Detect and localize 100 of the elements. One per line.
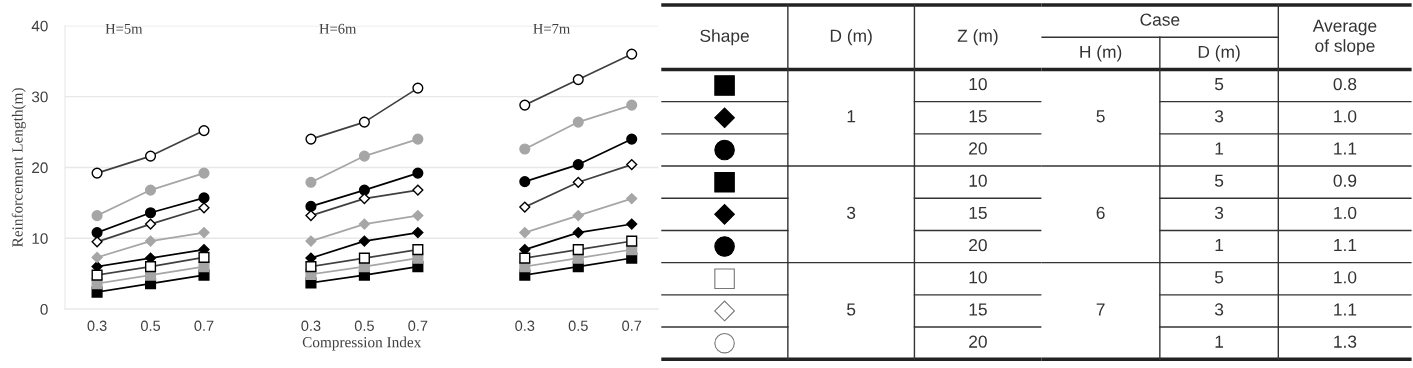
point <box>198 202 210 214</box>
point <box>358 252 370 264</box>
text: 10 <box>969 77 987 91</box>
text: H (m) <box>1080 45 1122 62</box>
text: D (m) <box>1198 45 1240 62</box>
point <box>572 244 584 256</box>
point <box>626 235 638 247</box>
point <box>519 143 531 155</box>
text: 1.3 <box>1334 335 1357 348</box>
point <box>198 192 210 204</box>
text: Shape <box>700 29 749 46</box>
point <box>198 227 210 239</box>
point <box>91 251 103 264</box>
text: 15 <box>969 303 987 316</box>
point <box>626 48 638 60</box>
point <box>305 235 317 247</box>
y-tick-label: 0 <box>40 303 48 315</box>
point <box>144 218 157 230</box>
point <box>412 133 424 145</box>
point <box>91 236 103 248</box>
point <box>198 125 210 137</box>
point <box>572 210 584 222</box>
point <box>519 99 531 111</box>
text: 0.8 <box>1333 77 1357 91</box>
text: 1.0 <box>1334 110 1357 123</box>
point <box>198 167 210 179</box>
x-tick-label: 0.7 <box>408 320 428 331</box>
point <box>519 176 531 188</box>
y-tick-label: 30 <box>31 91 48 103</box>
text: 1.1 <box>1334 142 1357 155</box>
point <box>305 261 317 273</box>
point <box>572 159 584 171</box>
point <box>144 235 157 247</box>
point <box>358 116 370 128</box>
text: 1.1 <box>1334 239 1357 252</box>
x-tick-label: 0.7 <box>194 320 214 331</box>
x-tick-label: 0.3 <box>301 320 321 331</box>
point <box>572 176 584 188</box>
point <box>626 193 638 205</box>
text: 3 <box>1214 206 1224 220</box>
text: 20 <box>969 238 987 252</box>
text: 15 <box>969 110 987 123</box>
text: D (m) <box>830 29 872 46</box>
point <box>91 227 103 239</box>
point <box>91 210 103 222</box>
text: 5 <box>1214 78 1224 91</box>
y-axis-title: Reinforcement Length(m) <box>11 88 26 247</box>
text: 3 <box>846 206 856 220</box>
point <box>358 218 371 230</box>
text: 1.0 <box>1334 271 1357 284</box>
text: 20 <box>969 142 987 155</box>
point <box>412 82 424 94</box>
point <box>626 159 638 171</box>
x-tick-label: 0.7 <box>622 320 642 331</box>
point <box>144 184 157 196</box>
point <box>144 150 157 162</box>
x-tick-label: 0.5 <box>354 320 374 331</box>
text: Case <box>1140 13 1180 26</box>
text: 1 <box>1215 142 1224 155</box>
x-tick-label: 0.5 <box>140 320 161 331</box>
point <box>519 201 531 213</box>
point <box>626 218 638 230</box>
text: 7 <box>1096 303 1105 316</box>
x-tick-label: 0.3 <box>515 320 535 331</box>
text: 5 <box>847 303 856 316</box>
point <box>305 200 317 212</box>
point <box>305 133 317 145</box>
point <box>144 207 157 219</box>
point <box>144 261 157 273</box>
text: Average of slope <box>1312 19 1377 56</box>
text: 10 <box>969 271 987 284</box>
text: 5 <box>1096 110 1105 123</box>
text: 20 <box>969 335 987 348</box>
point <box>412 210 424 222</box>
text: 1.1 <box>1334 303 1357 316</box>
point <box>626 99 638 111</box>
point <box>305 210 317 222</box>
text: 3 <box>1214 110 1224 123</box>
point <box>572 74 584 86</box>
point <box>572 227 584 239</box>
y-tick-label: 20 <box>32 162 48 174</box>
y-tick-label: 40 <box>31 20 48 32</box>
point <box>358 184 370 196</box>
text: 0.9 <box>1333 174 1357 187</box>
text: 1 <box>1215 239 1224 252</box>
x-axis-title: Compression Index <box>302 336 422 351</box>
point <box>412 227 424 239</box>
point <box>519 252 531 264</box>
text: Z (m) <box>957 29 998 46</box>
y-tick-label: 10 <box>32 233 48 244</box>
point <box>91 167 103 179</box>
point <box>412 244 424 256</box>
text: 6 <box>1096 206 1105 220</box>
point <box>358 150 370 162</box>
text: 1 <box>1215 335 1224 348</box>
point <box>412 184 424 196</box>
text: 1 <box>847 110 856 123</box>
point <box>519 227 531 239</box>
point <box>358 235 371 247</box>
point <box>358 193 371 205</box>
